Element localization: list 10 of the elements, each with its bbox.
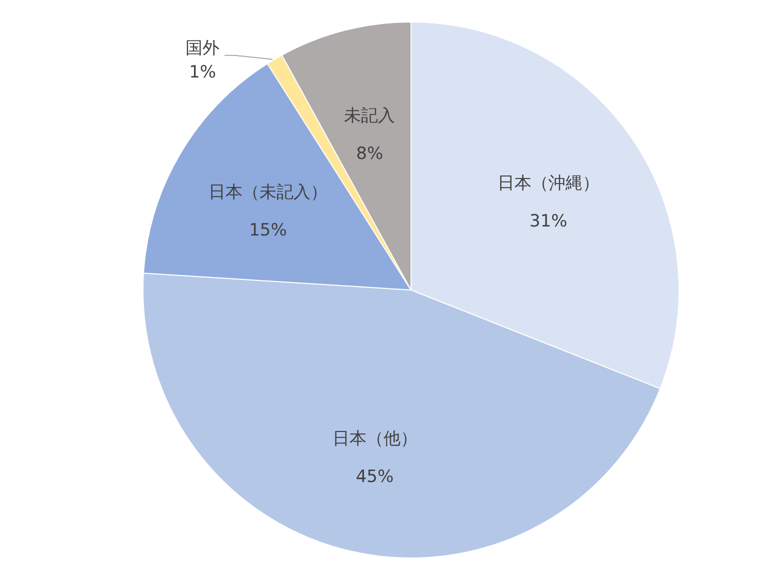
- data-label: 15%: [249, 220, 287, 240]
- slice-label: 日本（未記入）: [208, 182, 328, 202]
- data-label: 1%: [189, 62, 216, 82]
- data-label: 31%: [530, 212, 568, 232]
- slice-label: 国外: [186, 38, 220, 58]
- slice-label: 日本（他）: [332, 429, 418, 450]
- data-label: 45%: [356, 467, 394, 488]
- slice-label: 日本（沖縄）: [497, 174, 600, 194]
- slice-label: 未記入: [344, 106, 396, 126]
- data-label: 8%: [356, 144, 384, 164]
